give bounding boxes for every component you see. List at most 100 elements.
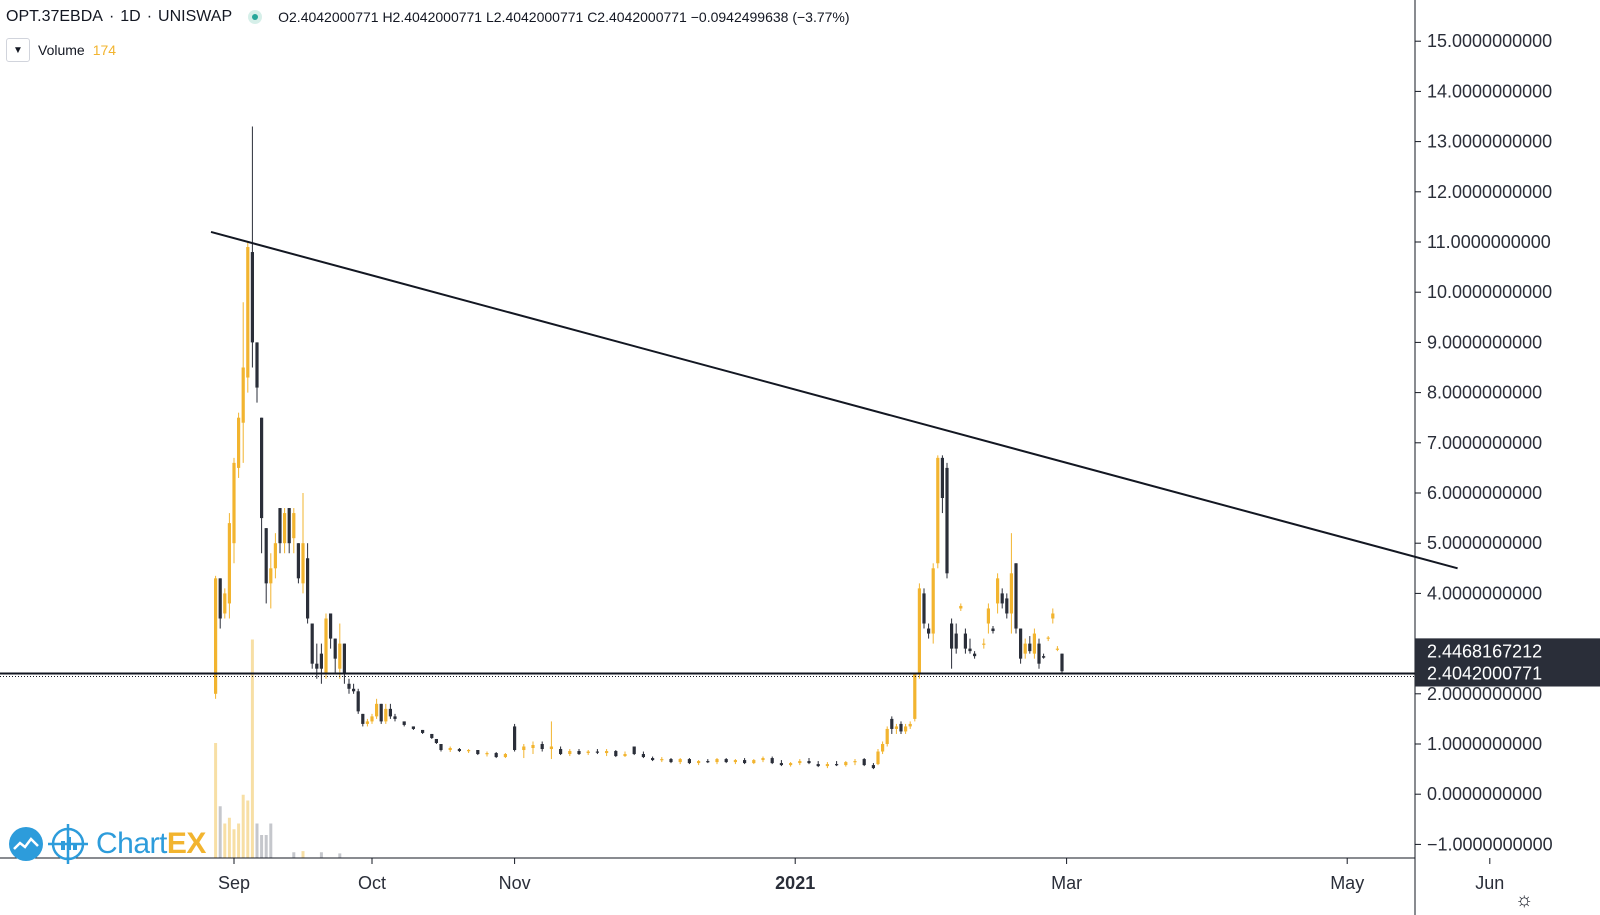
candle-body <box>338 643 342 669</box>
volume-bar <box>292 852 296 858</box>
candle <box>1051 608 1055 624</box>
candle-body <box>568 751 572 755</box>
price-label-box <box>1415 638 1600 665</box>
candle <box>513 723 517 752</box>
candle-body <box>310 623 314 664</box>
candle-body <box>1009 573 1013 614</box>
candle <box>697 760 701 766</box>
price-tick-label: 14.0000000000 <box>1427 81 1552 101</box>
candle <box>959 603 963 611</box>
candle <box>660 757 664 763</box>
candle-body <box>402 721 406 725</box>
candle-body <box>798 761 802 764</box>
candle-body <box>733 760 737 763</box>
candle-body <box>559 749 563 755</box>
candle <box>876 749 880 766</box>
candle <box>641 751 645 759</box>
candle-body <box>370 716 374 722</box>
price-tick-label: −1.0000000000 <box>1427 834 1553 854</box>
candle <box>595 749 599 755</box>
candle-body <box>237 417 241 468</box>
volume-label: Volume <box>38 42 85 58</box>
candle-body <box>669 759 673 763</box>
candle-body <box>278 508 282 544</box>
candle-body <box>715 759 719 763</box>
price-tick-label: 15.0000000000 <box>1427 31 1552 51</box>
time-tick-label: Mar <box>1051 873 1082 893</box>
price-tick-label: 6.0000000000 <box>1427 483 1542 503</box>
candle <box>494 752 498 759</box>
gear-icon[interactable]: ☼ <box>1515 889 1534 911</box>
candle <box>1046 636 1050 642</box>
cloud-chart-icon <box>9 824 88 864</box>
separator: · <box>146 8 153 25</box>
candle <box>411 726 415 730</box>
symbol-name[interactable]: OPT.37EBDA <box>6 8 103 25</box>
candle-body <box>825 764 829 767</box>
chartex-logo: ChartEX <box>6 822 206 866</box>
candle <box>968 638 972 654</box>
candle <box>950 618 954 669</box>
candle <box>577 749 581 756</box>
candle-body <box>329 613 333 639</box>
candle <box>927 623 931 639</box>
candle <box>904 723 908 734</box>
candle-body <box>347 683 351 689</box>
candle <box>568 749 572 757</box>
volume-bar <box>269 823 273 858</box>
candle <box>540 741 544 752</box>
candle <box>292 508 296 554</box>
candle-body <box>365 721 369 724</box>
candle <box>457 748 461 753</box>
candle <box>825 762 829 769</box>
candle <box>365 718 369 727</box>
candle-body <box>1037 643 1041 664</box>
candle <box>232 457 236 564</box>
candle <box>940 455 944 514</box>
candle-body <box>770 758 774 764</box>
candle <box>522 744 526 759</box>
candle-body <box>232 462 236 544</box>
candle-body <box>476 750 480 755</box>
volume-bar <box>218 806 222 858</box>
candle-body <box>816 764 820 767</box>
candle <box>356 688 360 714</box>
interval[interactable]: 1D <box>120 8 141 25</box>
chevron-down-icon[interactable]: ▼ <box>6 38 30 62</box>
candle <box>963 628 967 654</box>
candle <box>329 613 333 649</box>
candle-body <box>968 648 972 652</box>
candle <box>614 750 618 758</box>
volume-value: 174 <box>92 42 117 58</box>
logo-text: Chart <box>96 827 167 860</box>
separator: · <box>108 8 115 25</box>
candle-body <box>421 729 425 733</box>
candle-body <box>246 247 250 378</box>
candle-body <box>430 733 434 738</box>
time-tick-label: Jun <box>1475 873 1504 893</box>
candle <box>733 759 737 765</box>
candle <box>973 651 977 659</box>
candle-body <box>1014 563 1018 629</box>
time-tick-label: Nov <box>499 873 531 893</box>
candle-body <box>319 653 323 669</box>
candle-body <box>306 558 310 619</box>
candle <box>241 302 245 463</box>
candle <box>467 749 471 754</box>
price-tick-label: 12.0000000000 <box>1427 182 1552 202</box>
candle <box>338 623 342 679</box>
candle-body <box>1032 633 1036 654</box>
market-status-icon[interactable] <box>248 10 263 24</box>
candle <box>559 746 563 756</box>
candle <box>1014 563 1018 634</box>
candle-body <box>494 753 498 758</box>
candle-body <box>651 758 655 761</box>
candle-body <box>273 543 277 569</box>
candle-body <box>936 457 940 564</box>
candle-body <box>595 751 599 753</box>
candle-body <box>1000 593 1004 604</box>
candle <box>632 746 636 756</box>
candle-body <box>457 749 461 752</box>
candle <box>402 721 406 727</box>
